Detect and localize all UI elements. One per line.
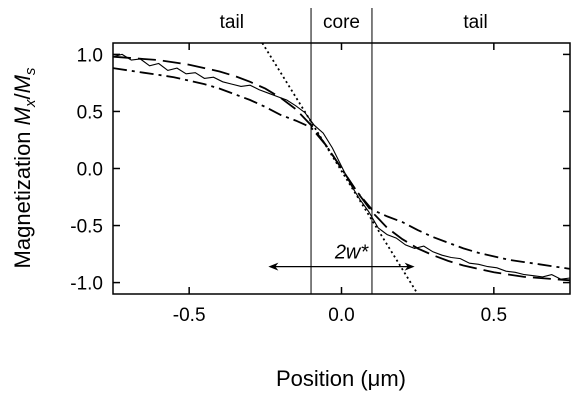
region-dividers: [310, 8, 373, 294]
y-tick-label: 0.5: [77, 102, 103, 123]
series-solid: [113, 53, 570, 280]
y-tick-label: 0.0: [77, 160, 103, 181]
x-tick-label: -0.5: [173, 305, 206, 326]
y-tick-label: -0.5: [70, 217, 103, 238]
series-dotted: [261, 43, 419, 294]
x-axis-title: Position (μm): [276, 366, 406, 391]
region-label: tail: [220, 12, 244, 33]
y-tick-label: -1.0: [70, 274, 103, 295]
y-axis-title: Magnetization Mx/Ms: [10, 67, 39, 268]
region-label: tail: [463, 12, 487, 33]
region-label: core: [323, 12, 360, 33]
data-series: [113, 43, 570, 294]
y-tick-label: 1.0: [77, 45, 103, 66]
series-dash-dot: [113, 67, 570, 270]
region-labels: tail core tail: [220, 12, 488, 33]
tick-labels: -0.5 0.0 0.5 1.0 0.5 0.0 -0.5 -1.0: [70, 45, 507, 326]
width-annotation-label: 2w*: [334, 242, 370, 264]
x-tick-label: 0.5: [481, 305, 507, 326]
width-arrow-right-head: [404, 262, 415, 271]
width-arrow-left-head: [268, 262, 279, 271]
series-dashed: [113, 55, 570, 282]
tick-marks: [113, 43, 570, 294]
width-annotation: 2w*: [268, 242, 415, 271]
x-tick-label: 0.0: [328, 305, 354, 326]
